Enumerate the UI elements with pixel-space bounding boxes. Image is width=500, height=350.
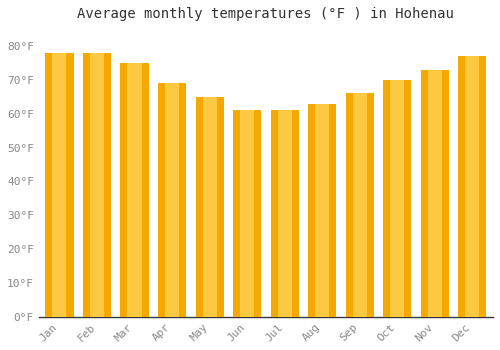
Bar xyxy=(128,63,141,317)
Bar xyxy=(428,70,442,317)
Bar xyxy=(83,53,111,317)
Bar xyxy=(352,93,367,317)
Bar xyxy=(158,83,186,317)
Bar xyxy=(466,56,479,317)
Bar xyxy=(421,70,449,317)
Bar xyxy=(165,83,179,317)
Bar xyxy=(308,104,336,317)
Bar xyxy=(202,97,216,317)
Bar xyxy=(346,93,374,317)
Bar xyxy=(120,63,148,317)
Bar xyxy=(270,110,299,317)
Bar xyxy=(390,80,404,317)
Bar xyxy=(233,110,261,317)
Bar xyxy=(46,53,74,317)
Title: Average monthly temperatures (°F ) in Hohenau: Average monthly temperatures (°F ) in Ho… xyxy=(78,7,454,21)
Bar xyxy=(278,110,291,317)
Bar xyxy=(52,53,66,317)
Bar xyxy=(458,56,486,317)
Bar xyxy=(90,53,104,317)
Bar xyxy=(383,80,412,317)
Bar xyxy=(315,104,330,317)
Bar xyxy=(196,97,224,317)
Bar xyxy=(240,110,254,317)
